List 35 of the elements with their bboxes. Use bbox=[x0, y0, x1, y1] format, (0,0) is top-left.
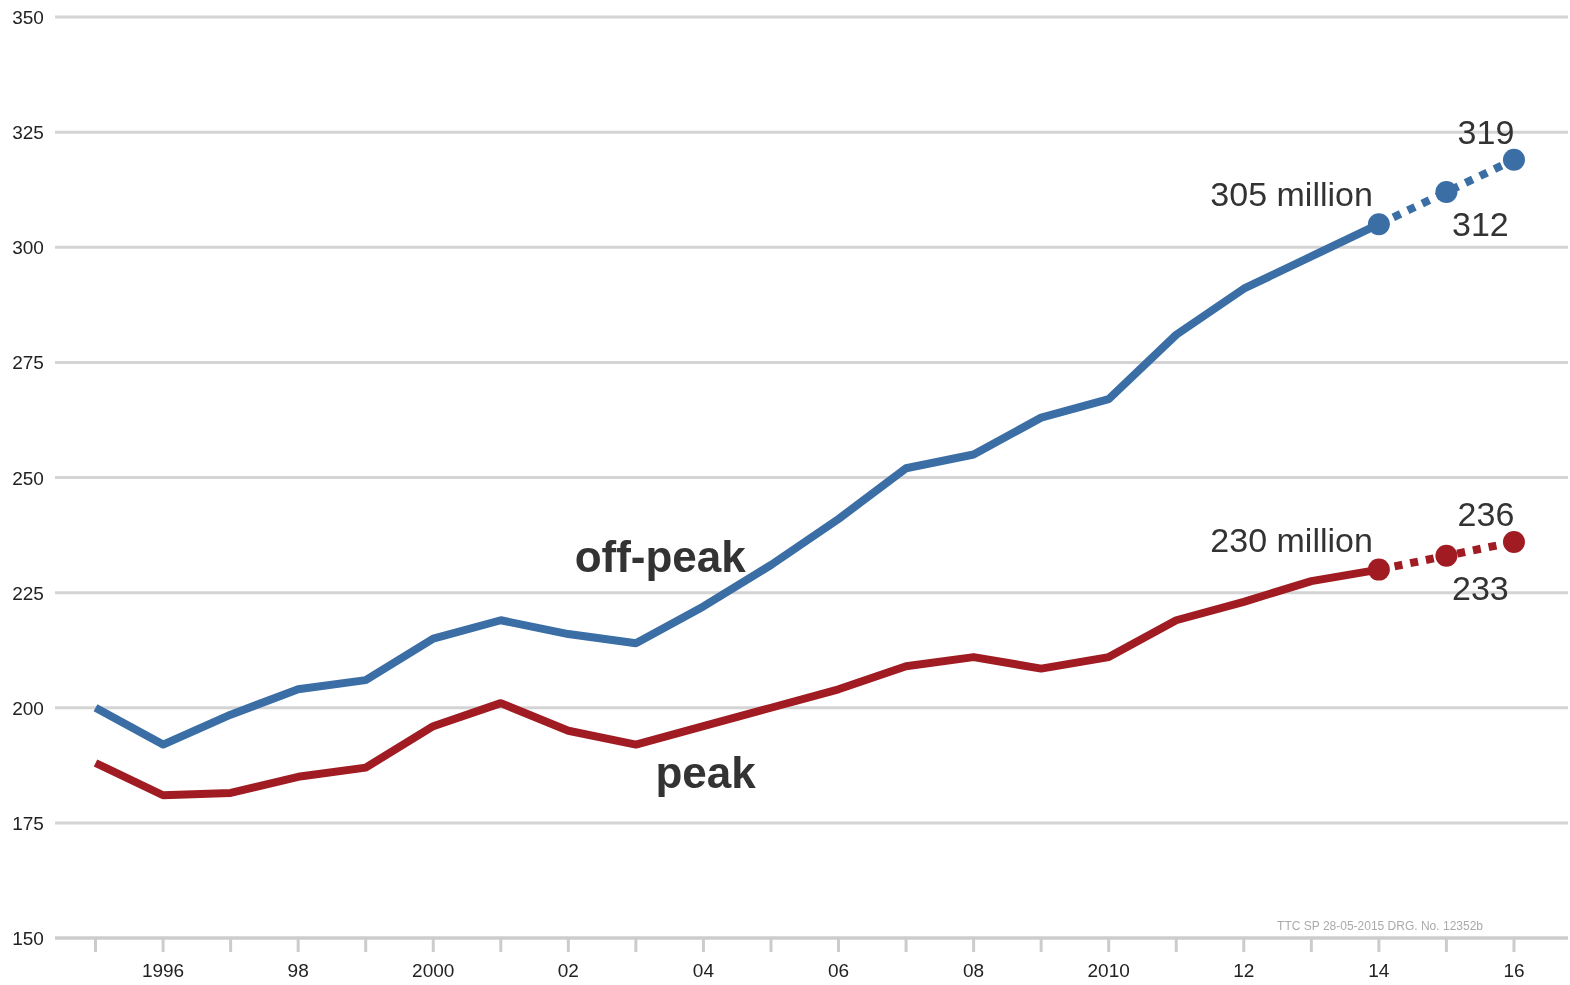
point bbox=[1435, 544, 1458, 567]
annotation: 305 million bbox=[1210, 175, 1373, 214]
series-label: peak bbox=[655, 747, 757, 797]
x-tick-label: 14 bbox=[1368, 960, 1390, 981]
x-tick-label: 2010 bbox=[1087, 960, 1130, 981]
y-tick-label: 200 bbox=[12, 697, 44, 719]
point bbox=[1502, 530, 1525, 553]
x-tick-label: 98 bbox=[287, 960, 309, 981]
y-tick-label: 175 bbox=[12, 812, 44, 834]
annotation: 233 bbox=[1452, 568, 1509, 607]
x-tick-label: 1996 bbox=[141, 960, 185, 981]
point bbox=[1502, 148, 1525, 171]
point bbox=[1367, 558, 1390, 581]
x-tick-label: 04 bbox=[692, 960, 715, 981]
x-tick-label: 06 bbox=[827, 960, 850, 981]
series-label: off-peak bbox=[574, 532, 747, 582]
annotation: 236 bbox=[1457, 494, 1515, 533]
x-tick-label: 16 bbox=[1503, 960, 1525, 981]
annotation: TTC SP 28-05-2015 DRG. No. 12352b bbox=[1277, 919, 1484, 933]
annotation: 312 bbox=[1452, 204, 1509, 243]
y-tick-label: 150 bbox=[12, 928, 44, 949]
point bbox=[1367, 213, 1390, 236]
y-tick-label: 275 bbox=[12, 352, 44, 374]
y-tick-label: 250 bbox=[12, 467, 44, 489]
point bbox=[1435, 180, 1458, 203]
y-tick-label: 225 bbox=[12, 582, 44, 604]
annotation: 319 bbox=[1457, 112, 1515, 151]
y-tick-label: 350 bbox=[12, 7, 44, 28]
annotation: 230 million bbox=[1210, 520, 1373, 559]
x-tick-label: 02 bbox=[557, 960, 579, 981]
x-tick-label: 12 bbox=[1233, 960, 1255, 981]
x-tick-label: 2000 bbox=[412, 960, 455, 981]
y-tick-label: 300 bbox=[12, 237, 44, 259]
y-tick-label: 325 bbox=[12, 122, 44, 144]
x-tick-label: 08 bbox=[963, 960, 985, 981]
